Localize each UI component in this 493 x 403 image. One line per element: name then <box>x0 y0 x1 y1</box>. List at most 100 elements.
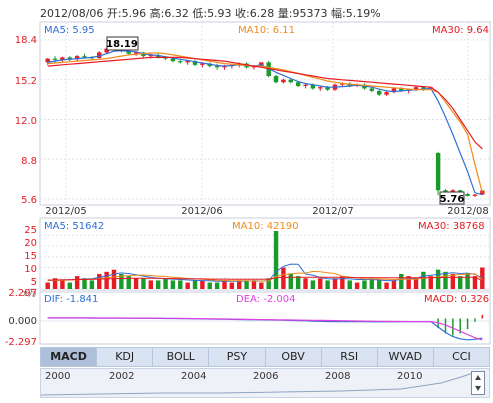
xtick-3: 2012/08 <box>447 206 489 217</box>
candle-body-48 <box>399 88 404 91</box>
timeline-year-2006: 2006 <box>253 371 279 382</box>
candle-body-47 <box>391 88 397 93</box>
volume-bar-11 <box>126 276 131 289</box>
volume-bar-50 <box>413 278 419 289</box>
volume-ma-layer <box>47 263 483 282</box>
header-close: 6.28 <box>249 7 275 20</box>
volume-bar-35 <box>303 278 308 289</box>
candle-body-57 <box>465 194 470 196</box>
volume-bar-16 <box>163 278 168 289</box>
candle-body-4 <box>74 56 80 60</box>
vol-ma30-label: MA30: 38768 <box>418 221 485 232</box>
tab-rsi[interactable]: RSI <box>322 348 378 366</box>
candle-body-18 <box>178 61 183 63</box>
volume-bar-20 <box>192 280 198 289</box>
macd-ytick-2: -2.297 <box>5 337 37 345</box>
candle-body-22 <box>207 63 212 67</box>
volume-bar-21 <box>200 280 205 289</box>
header-volume-label: 量: <box>277 7 293 20</box>
candle-body-45 <box>376 90 382 95</box>
max-label-box <box>106 36 139 51</box>
candle-body-1 <box>52 58 58 60</box>
macd-dea-line <box>47 317 483 341</box>
vol-ytick-3: 10 <box>24 264 37 275</box>
volume-bar-32 <box>281 267 286 289</box>
candle-body-53 <box>435 153 441 191</box>
vol-ytick-4: 5 <box>31 277 37 288</box>
price-ma30-label: MA30: 9.64 <box>432 25 489 36</box>
tab-cci[interactable]: CCI <box>452 350 471 363</box>
volume-bar-59 <box>480 267 485 289</box>
xtick-2: 2012/07 <box>312 206 354 217</box>
volume-bar-19 <box>185 282 190 289</box>
volume-bars-layer <box>45 231 485 289</box>
tab-wvad[interactable]: WVAD <box>378 348 434 366</box>
volume-grid <box>40 234 490 279</box>
price-ytick-2: 12.0 <box>15 116 37 127</box>
candle-body-36 <box>310 84 316 89</box>
volume-bar-1 <box>52 278 58 289</box>
volume-bar-5 <box>82 278 87 289</box>
macd-dif-label: DIF: -1.841 <box>44 294 98 305</box>
min-label-box <box>439 191 465 205</box>
volume-bar-58 <box>472 276 478 289</box>
volume-bar-49 <box>406 276 411 289</box>
ohlc-header: 2012/08/06 开:5.96 高:6.32 低:5.93 收:6.28 量… <box>40 5 381 21</box>
tab-macd[interactable]: MACD <box>41 348 98 366</box>
volume-bar-57 <box>465 273 470 289</box>
volume-bar-23 <box>214 282 220 289</box>
timeline-drag-handle[interactable] <box>471 371 485 395</box>
candle-body-35 <box>303 84 308 86</box>
timeline-scroller[interactable]: 2000 2002 2004 2006 2008 2010 <box>40 368 490 398</box>
tab-boll[interactable]: BOLL <box>153 348 210 366</box>
timeline-year-2008: 2008 <box>325 371 351 382</box>
timeline-year-2002: 2002 <box>109 371 135 382</box>
volume-bar-31 <box>273 231 279 289</box>
volume-bar-41 <box>347 280 352 289</box>
timeline-year-2004: 2004 <box>181 371 207 382</box>
candle-body-2 <box>60 57 65 60</box>
volume-bar-9 <box>111 269 117 289</box>
volume-bar-26 <box>237 280 242 289</box>
volume-bar-6 <box>89 280 95 289</box>
candle-body-24 <box>222 66 227 68</box>
volume-bar-27 <box>244 280 249 289</box>
vol-ytick-1: 20 <box>24 238 37 249</box>
volume-ma10-line <box>47 270 483 282</box>
volume-bar-24 <box>222 280 227 289</box>
candle-body-50 <box>413 87 419 90</box>
tab-kdj[interactable]: KDJ <box>97 348 154 366</box>
volume-bar-22 <box>207 282 212 289</box>
volume-bar-46 <box>384 282 389 289</box>
price-ytick-0: 18.4 <box>15 35 37 46</box>
tab-obv[interactable]: OBV <box>266 348 322 366</box>
header-open-label: 开: <box>106 7 122 20</box>
candle-body-31 <box>273 76 279 83</box>
volume-bar-8 <box>104 271 109 289</box>
macd-dea-label: DEA: -2.004 <box>236 294 295 305</box>
macd-ytick-1: 0.000 <box>8 316 37 327</box>
chart-svg: MA5: 5.95 MA10: 6.11 MA30: 9.64 18.4 15.… <box>5 21 491 345</box>
volume-bar-33 <box>288 273 293 289</box>
price-ytick-4: 5.6 <box>21 195 37 206</box>
candle-body-58 <box>472 194 478 196</box>
vol-unit: x万 <box>23 289 37 299</box>
volume-bar-53 <box>435 269 441 289</box>
max-label: 18.19 <box>106 39 138 50</box>
volume-bar-36 <box>310 280 316 289</box>
xtick-1: 2012/06 <box>181 206 223 217</box>
volume-bar-51 <box>421 271 426 289</box>
volume-bar-52 <box>428 276 433 289</box>
candle-body-46 <box>384 92 389 95</box>
candle-body-20 <box>192 61 198 65</box>
volume-bar-38 <box>325 280 330 289</box>
candle-body-7 <box>97 52 102 59</box>
volume-bar-28 <box>251 280 257 289</box>
candle-body-41 <box>347 83 352 86</box>
candle-body-23 <box>214 66 220 68</box>
timeline-year-2000: 2000 <box>45 371 71 382</box>
tab-psy[interactable]: PSY <box>209 348 266 366</box>
header-high-label: 高: <box>149 7 165 20</box>
price-panel-frame <box>39 21 491 206</box>
